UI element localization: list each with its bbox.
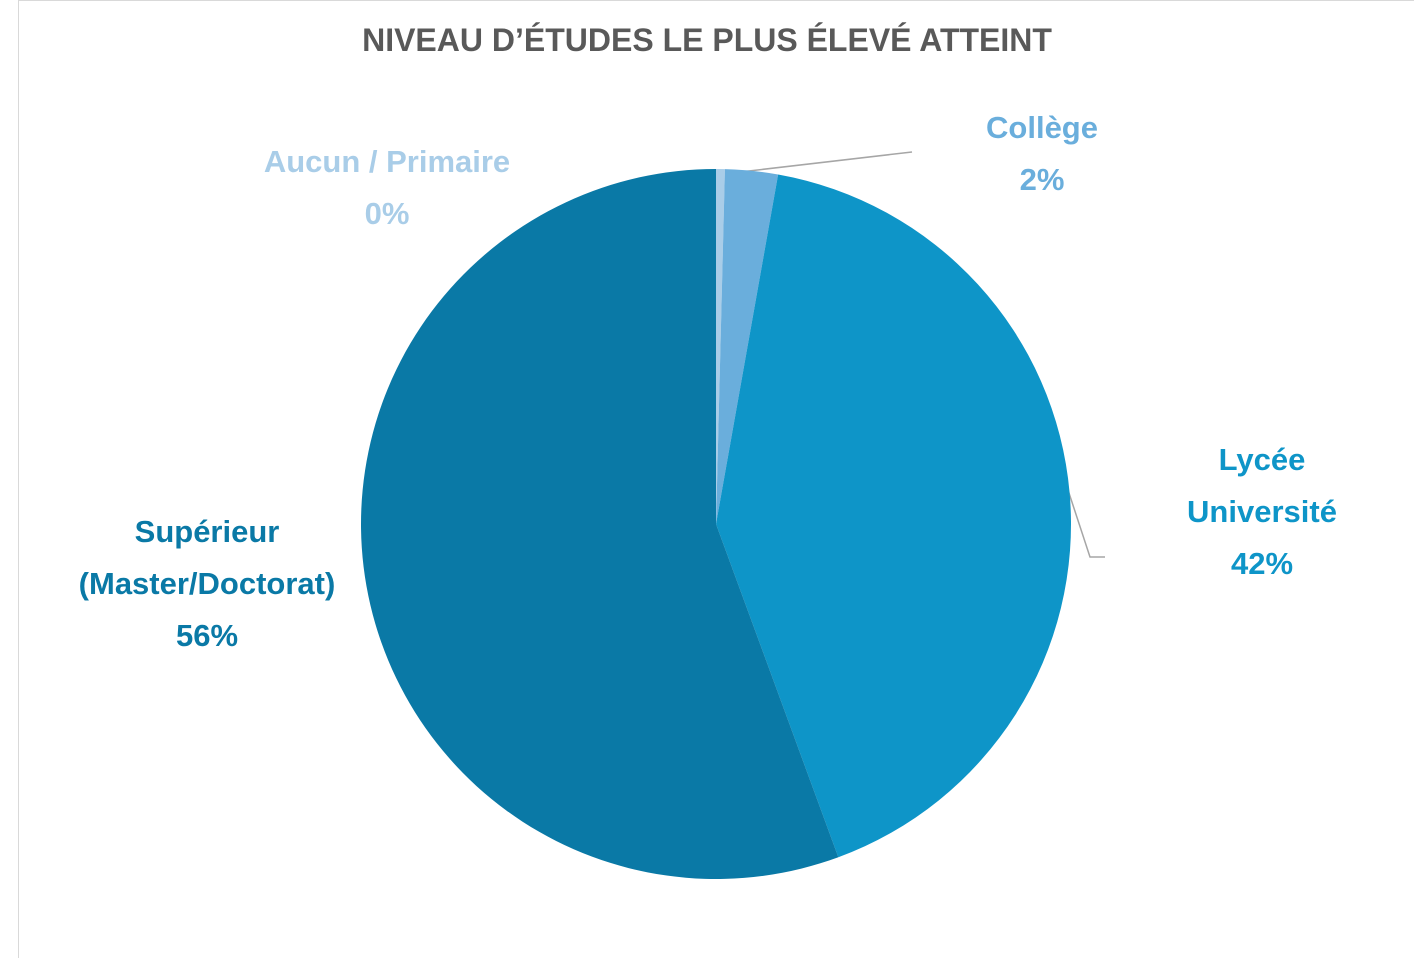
data-label: Collège 2%	[942, 102, 1142, 206]
category-label: Lycée Université	[1187, 442, 1337, 529]
data-label: Supérieur (Master/Doctorat) 56%	[73, 506, 341, 662]
category-label: Collège	[986, 110, 1098, 145]
pie-slice	[716, 174, 1071, 858]
data-label: Lycée Université 42%	[1162, 434, 1362, 590]
value-label: 56%	[175, 618, 239, 653]
chart-title: NIVEAU D’ÉTUDES LE PLUS ÉLEVÉ ATTEINT	[362, 22, 1052, 58]
data-label: Aucun / Primaire 0%	[217, 136, 557, 240]
leader-line	[739, 151, 913, 173]
category-label: Supérieur (Master/Doctorat)	[78, 514, 336, 601]
category-label: Aucun / Primaire	[263, 144, 511, 179]
chart-frame	[18, 0, 1414, 958]
pie-slice	[716, 169, 779, 524]
pie-slice	[361, 169, 839, 879]
pie-slice	[716, 169, 725, 524]
value-label: 42%	[1230, 546, 1294, 581]
value-label: 0%	[364, 196, 410, 231]
value-label: 2%	[1019, 162, 1065, 197]
leader-line	[1067, 489, 1105, 558]
